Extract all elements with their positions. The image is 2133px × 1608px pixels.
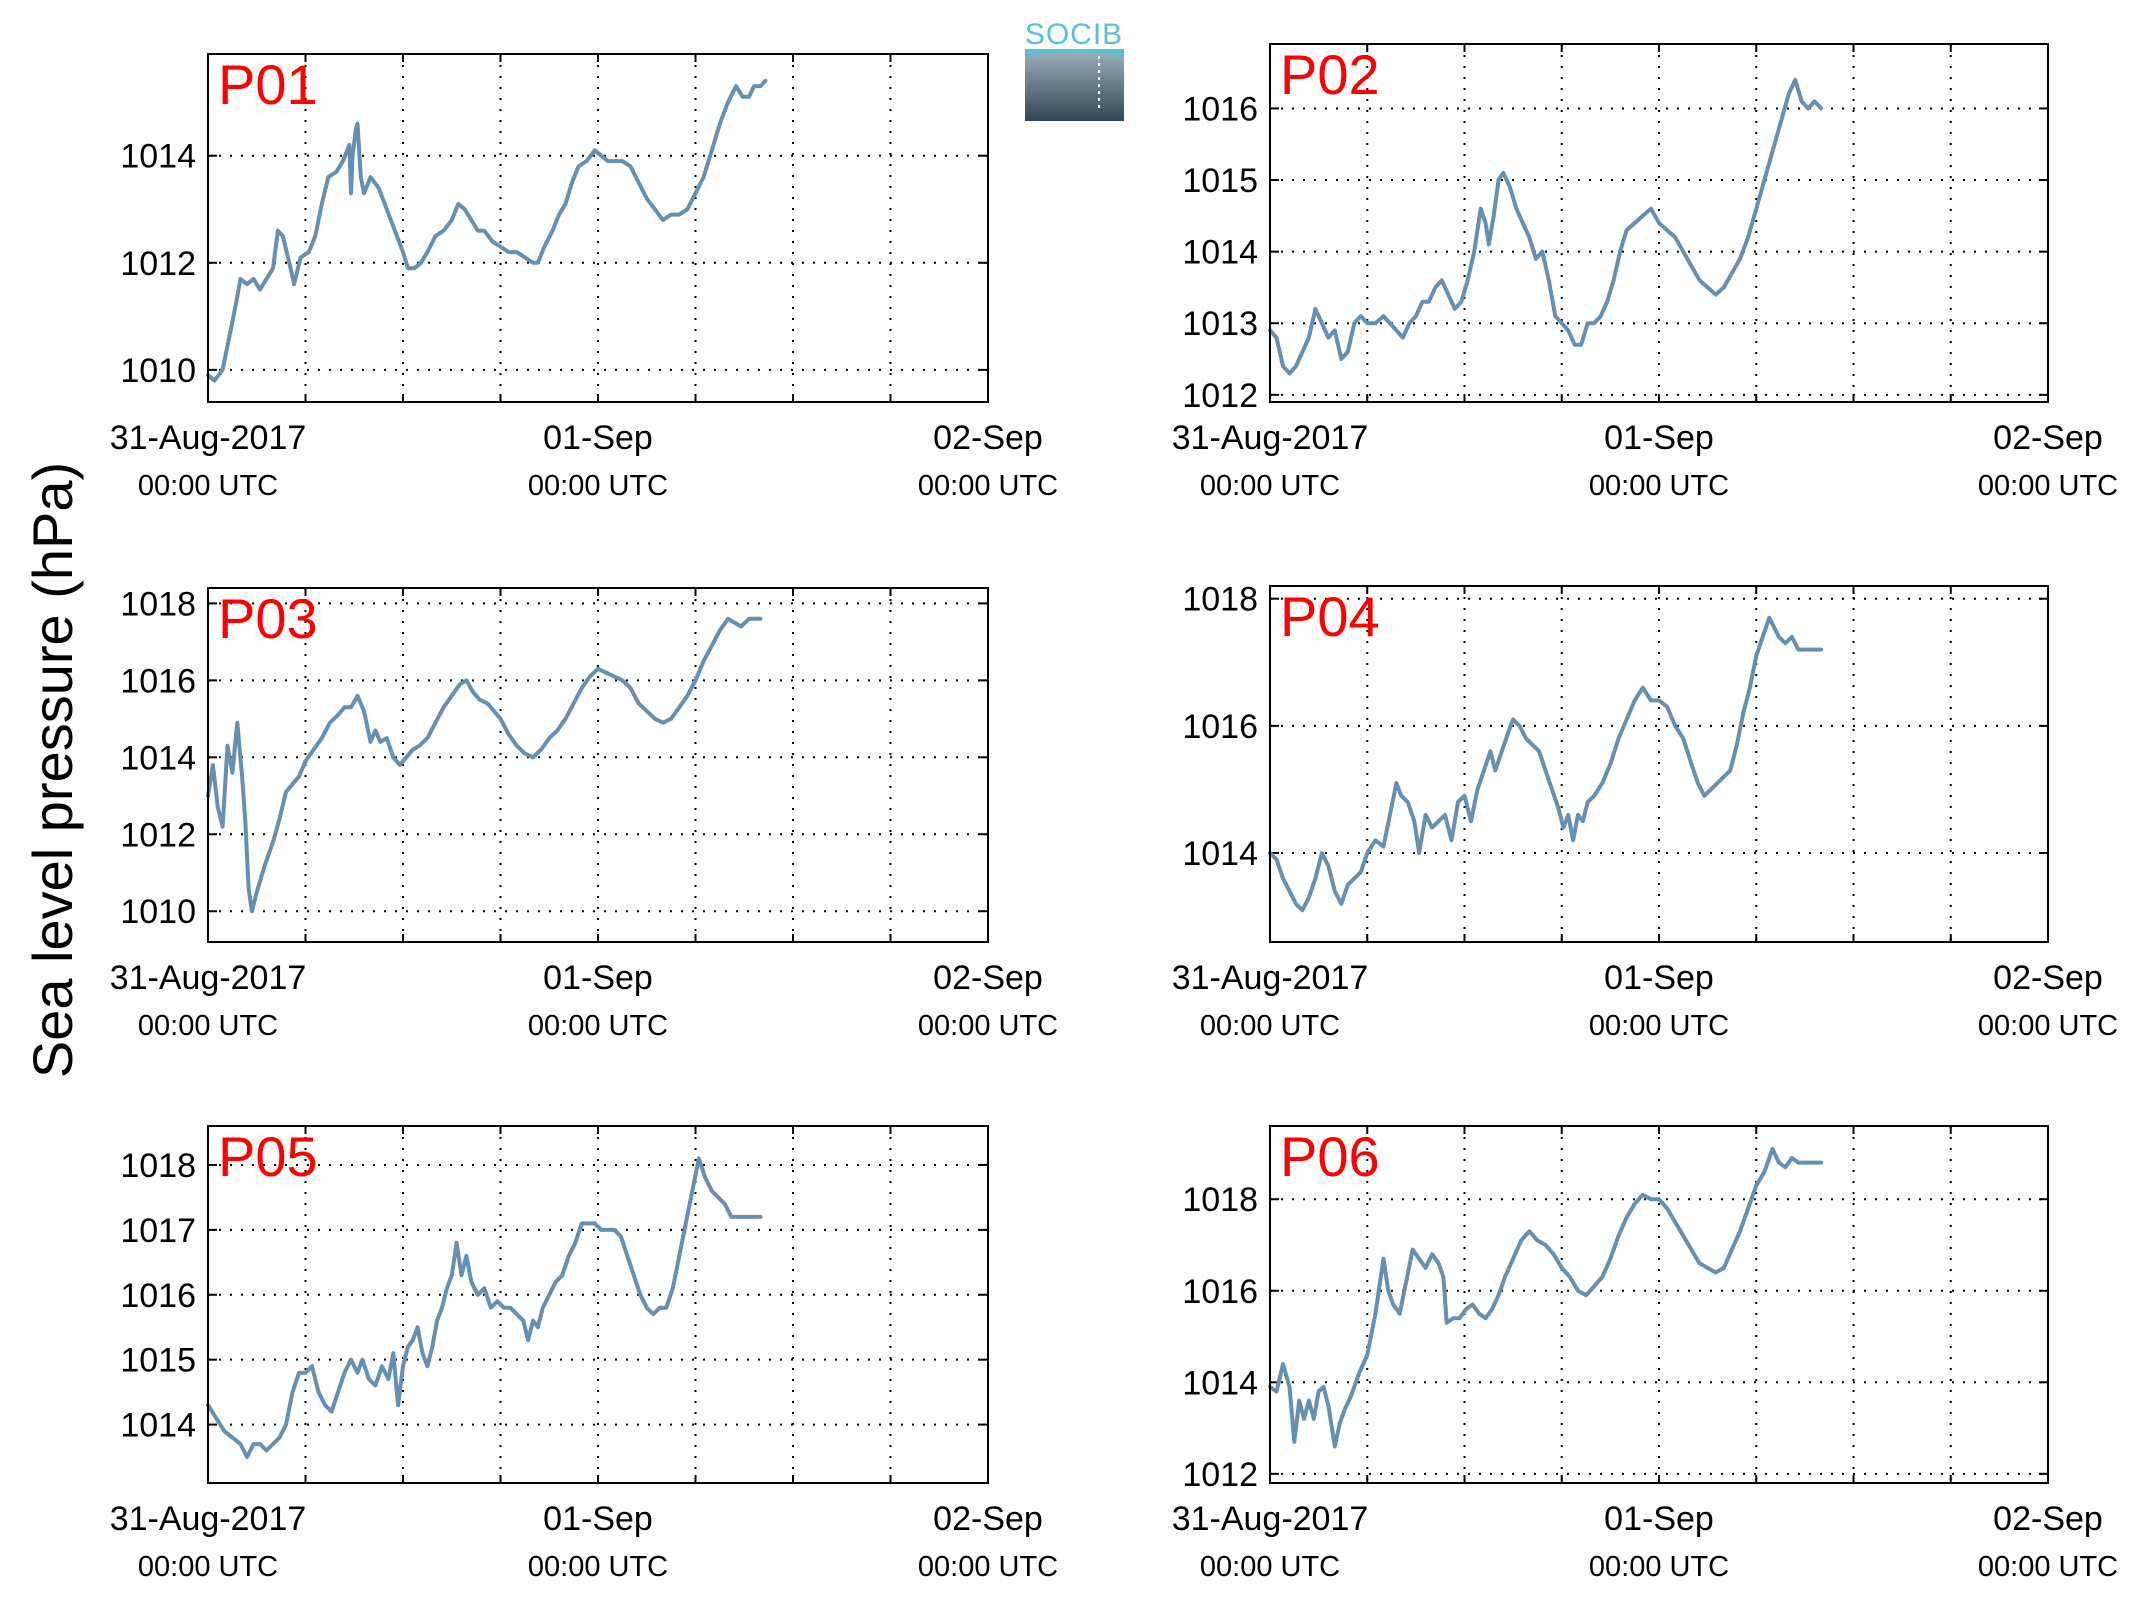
panel-label: P05	[218, 1125, 318, 1188]
y-tick-label: 1018	[120, 585, 196, 623]
panel-p01: 1010 1012 1014 P01 31-Aug-2017 00:00 UTC 01-Se…	[110, 53, 1058, 502]
y-tick-label: 1016	[120, 662, 196, 700]
x-tick-label-time: 00:00 UTC	[528, 470, 668, 502]
x-tick-label-date: 31-Aug-2017	[110, 959, 307, 997]
axes-frame	[207, 1125, 989, 1484]
panel-label: P02	[1280, 43, 1380, 106]
x-tick-label-date: 31-Aug-2017	[1172, 419, 1369, 457]
x-tick-label-date: 01-Sep	[1604, 959, 1714, 997]
axes-frame	[207, 53, 989, 403]
x-tick-label-date: 02-Sep	[1993, 1500, 2103, 1538]
y-tick-label: 1012	[120, 816, 196, 854]
y-tick-label: 1010	[120, 352, 196, 390]
y-tick-label: 1014	[120, 1407, 196, 1445]
panel-label: P04	[1280, 585, 1380, 648]
x-tick-label-time: 00:00 UTC	[1200, 470, 1340, 502]
axes-frame	[1269, 43, 2049, 403]
pressure-series-line	[1268, 615, 1824, 913]
x-tick-label-time: 00:00 UTC	[138, 1551, 278, 1583]
x-tick-label-date: 02-Sep	[933, 1500, 1043, 1538]
y-tick-label: 1017	[120, 1212, 196, 1250]
x-tick-label-time: 00:00 UTC	[918, 1551, 1058, 1583]
panel-label: P03	[218, 587, 318, 650]
x-tick-label-date: 01-Sep	[543, 959, 653, 997]
x-tick-label-time: 00:00 UTC	[1978, 470, 2118, 502]
axes-frame	[1269, 1125, 2049, 1484]
panel-p03: 1010 1012 1014 1016 1018 P03 31-Aug-2017 00:00 …	[110, 585, 1058, 1042]
x-tick-label-time: 00:00 UTC	[138, 1010, 278, 1042]
x-tick-label-time: 00:00 UTC	[1200, 1010, 1340, 1042]
y-tick-label: 1014	[1182, 234, 1258, 272]
x-tick-label-date: 01-Sep	[543, 1500, 653, 1538]
y-tick-label: 1018	[120, 1147, 196, 1185]
pressure-series-line	[1268, 77, 1824, 376]
y-tick-label: 1016	[1182, 90, 1258, 128]
y-tick-label: 1014	[120, 739, 196, 777]
pressure-series-line	[206, 1156, 763, 1459]
panel-p06: 1012 1014 1016 1018 P06 31-Aug-2017 00:00 UTC 0…	[1172, 1125, 2118, 1583]
y-tick-label: 1015	[120, 1342, 196, 1380]
logo-text: SOCIB	[1025, 18, 1123, 51]
x-tick-label-time: 00:00 UTC	[1589, 470, 1729, 502]
y-tick-label: 1012	[1182, 1456, 1258, 1494]
panel-p02: 1012 1013 1014 1015 1016 P02 31-Aug-2017 00:00 …	[1172, 43, 2118, 502]
y-tick-label: 1015	[1182, 162, 1258, 200]
pressure-series-line	[206, 78, 768, 383]
panel-label: P06	[1280, 1125, 1380, 1188]
y-tick-label: 1016	[120, 1277, 196, 1315]
x-tick-label-time: 00:00 UTC	[1589, 1551, 1729, 1583]
y-tick-label: 1013	[1182, 305, 1258, 343]
x-tick-label-date: 02-Sep	[1993, 959, 2103, 997]
x-tick-label-date: 31-Aug-2017	[110, 419, 307, 457]
x-tick-label-date: 31-Aug-2017	[1172, 1500, 1369, 1538]
y-tick-label: 1016	[1182, 708, 1258, 746]
pressure-series-line	[206, 616, 763, 914]
x-tick-label-date: 01-Sep	[1604, 419, 1714, 457]
y-tick-label: 1018	[1182, 1181, 1258, 1219]
x-tick-label-date: 02-Sep	[933, 959, 1043, 997]
y-tick-label: 1018	[1182, 581, 1258, 619]
x-tick-label-date: 01-Sep	[543, 419, 653, 457]
socib-logo: SOCIB	[1025, 18, 1124, 121]
pressure-series-line	[1268, 1146, 1824, 1449]
panel-label: P01	[218, 53, 318, 116]
y-tick-label: 1010	[120, 893, 196, 931]
axes-frame	[207, 587, 989, 943]
x-tick-label-time: 00:00 UTC	[528, 1551, 668, 1583]
y-tick-label: 1014	[120, 138, 196, 176]
x-tick-label-date: 01-Sep	[1604, 1500, 1714, 1538]
x-tick-label-date: 02-Sep	[1993, 419, 2103, 457]
axes-frame	[1269, 585, 2049, 943]
y-tick-label: 1012	[1182, 377, 1258, 415]
panel-p04: 1014 1016 1018 P04 31-Aug-2017 00:00 UTC 01-Se…	[1172, 581, 2118, 1042]
x-tick-label-time: 00:00 UTC	[918, 470, 1058, 502]
x-tick-label-date: 31-Aug-2017	[1172, 959, 1369, 997]
x-tick-label-time: 00:00 UTC	[138, 470, 278, 502]
x-tick-label-date: 02-Sep	[933, 419, 1043, 457]
y-tick-label: 1012	[120, 245, 196, 283]
x-tick-label-time: 00:00 UTC	[1978, 1551, 2118, 1583]
y-tick-label: 1016	[1182, 1273, 1258, 1311]
x-tick-label-time: 00:00 UTC	[1589, 1010, 1729, 1042]
y-tick-label: 1014	[1182, 1364, 1258, 1402]
x-tick-label-time: 00:00 UTC	[1978, 1010, 2118, 1042]
x-tick-label-time: 00:00 UTC	[1200, 1551, 1340, 1583]
x-tick-label-time: 00:00 UTC	[918, 1010, 1058, 1042]
y-axis-label: Sea level pressure (hPa)	[21, 462, 84, 1078]
x-tick-label-date: 31-Aug-2017	[110, 1500, 307, 1538]
panel-p05: 1014 1015 1016 1017 1018 P05 31-Aug-2017 00:00 …	[110, 1125, 1058, 1583]
x-tick-label-time: 00:00 UTC	[528, 1010, 668, 1042]
y-tick-label: 1014	[1182, 835, 1258, 873]
